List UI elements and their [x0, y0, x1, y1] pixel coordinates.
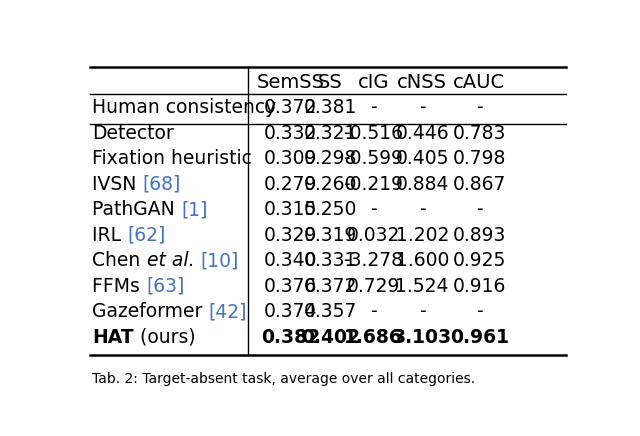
Text: 0.884: 0.884: [396, 175, 449, 194]
Text: 0.405: 0.405: [396, 149, 449, 168]
Text: [63]: [63]: [147, 277, 185, 296]
Text: [42]: [42]: [209, 302, 247, 321]
Text: Tab. 2: Target-absent task, average over all categories.: Tab. 2: Target-absent task, average over…: [92, 371, 476, 385]
Text: 0.729: 0.729: [346, 277, 400, 296]
Text: 0.315: 0.315: [264, 200, 317, 219]
Text: -: -: [419, 98, 426, 117]
Text: [1]: [1]: [181, 200, 207, 219]
Text: 0.329: 0.329: [264, 226, 317, 245]
Text: 1.600: 1.600: [396, 251, 449, 270]
Text: FFMs: FFMs: [92, 277, 147, 296]
Text: 1.202: 1.202: [396, 226, 449, 245]
Text: 1.686: 1.686: [344, 328, 403, 347]
Text: 0.372: 0.372: [304, 277, 357, 296]
Text: -: -: [476, 302, 483, 321]
Text: 0.357: 0.357: [304, 302, 357, 321]
Text: 0.332: 0.332: [264, 124, 317, 143]
Text: [10]: [10]: [200, 251, 239, 270]
Text: 0.279: 0.279: [264, 175, 317, 194]
Text: [68]: [68]: [143, 175, 181, 194]
Text: HAT: HAT: [92, 328, 134, 347]
Text: Human consistency: Human consistency: [92, 98, 276, 117]
Text: -3.278: -3.278: [343, 251, 403, 270]
Text: 0.319: 0.319: [304, 226, 357, 245]
Text: IVSN: IVSN: [92, 175, 143, 194]
Text: 0.331: 0.331: [304, 251, 357, 270]
Text: SS: SS: [318, 73, 343, 92]
Text: 0.321: 0.321: [304, 124, 357, 143]
Text: Fixation heuristic: Fixation heuristic: [92, 149, 252, 168]
Text: -: -: [370, 200, 376, 219]
Text: Chen: Chen: [92, 251, 147, 270]
Text: 3.103: 3.103: [393, 328, 452, 347]
Text: 0.372: 0.372: [264, 98, 317, 117]
Text: 0.298: 0.298: [304, 149, 357, 168]
Text: -: -: [419, 302, 426, 321]
Text: 0.867: 0.867: [452, 175, 506, 194]
Text: SemSS: SemSS: [257, 73, 324, 92]
Text: -0.516: -0.516: [343, 124, 403, 143]
Text: 0.374: 0.374: [264, 302, 317, 321]
Text: 1.524: 1.524: [396, 277, 449, 296]
Text: 0.376: 0.376: [264, 277, 317, 296]
Text: -: -: [476, 98, 483, 117]
Text: -0.599: -0.599: [343, 149, 403, 168]
Text: -0.219: -0.219: [343, 175, 403, 194]
Text: -: -: [370, 98, 376, 117]
Text: 0.382: 0.382: [261, 328, 321, 347]
Text: 0.340: 0.340: [264, 251, 317, 270]
Text: (ours): (ours): [134, 328, 196, 347]
Text: et al: et al: [147, 251, 188, 270]
Text: .: .: [188, 251, 200, 270]
Text: cIG: cIG: [357, 73, 389, 92]
Text: 0.783: 0.783: [452, 124, 506, 143]
Text: Detector: Detector: [92, 124, 174, 143]
Text: 0.032: 0.032: [346, 226, 400, 245]
Text: 0.893: 0.893: [452, 226, 506, 245]
Text: 0.260: 0.260: [304, 175, 357, 194]
Text: 0.402: 0.402: [301, 328, 360, 347]
Text: 0.798: 0.798: [452, 149, 506, 168]
Text: [62]: [62]: [127, 226, 166, 245]
Text: IRL: IRL: [92, 226, 127, 245]
Text: -: -: [370, 302, 376, 321]
Text: -: -: [476, 200, 483, 219]
Text: 0.925: 0.925: [452, 251, 506, 270]
Text: 0.916: 0.916: [452, 277, 506, 296]
Text: 0.381: 0.381: [304, 98, 357, 117]
Text: 0.250: 0.250: [304, 200, 357, 219]
Text: 0.961: 0.961: [450, 328, 509, 347]
Text: Gazeformer: Gazeformer: [92, 302, 209, 321]
Text: 0.309: 0.309: [264, 149, 317, 168]
Text: cAUC: cAUC: [453, 73, 506, 92]
Text: cNSS: cNSS: [397, 73, 447, 92]
Text: 0.446: 0.446: [396, 124, 449, 143]
Text: -: -: [419, 200, 426, 219]
Text: PathGAN: PathGAN: [92, 200, 181, 219]
